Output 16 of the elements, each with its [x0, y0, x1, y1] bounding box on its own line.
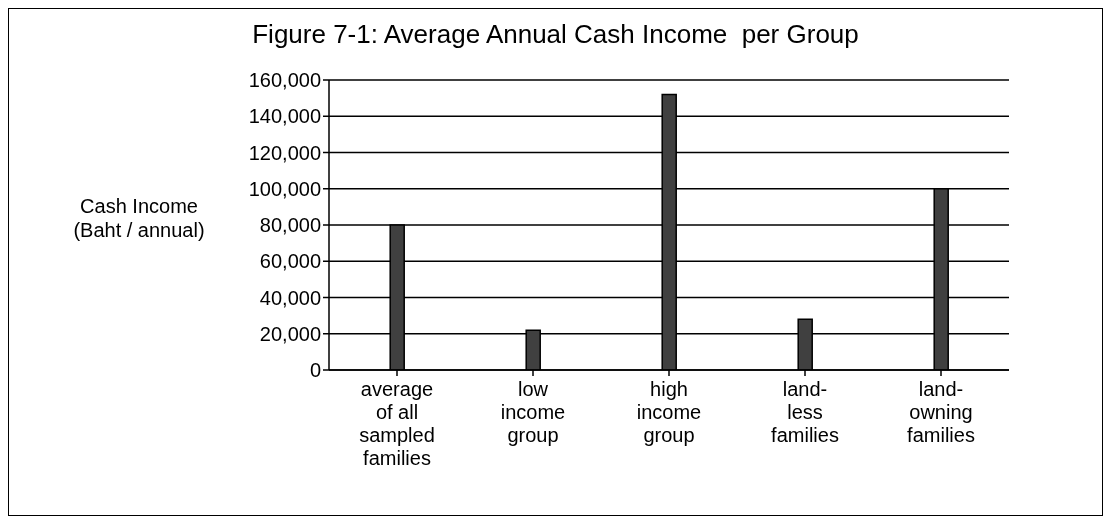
chart-title: Figure 7-1: Average Annual Cash Income per Group	[251, 19, 860, 50]
y-tick-label: 100,000	[248, 177, 321, 200]
y-tick-label: 160,000	[248, 69, 321, 92]
y-tick-label: 20,000	[259, 322, 321, 345]
y-tick-label: 80,000	[259, 214, 321, 237]
x-tick-label: land-owning families	[907, 378, 975, 446]
x-tick-label: low income group	[500, 378, 566, 446]
x-tick-label: land-less families	[771, 378, 839, 446]
y-tick-label: 0	[309, 359, 321, 382]
y-tick-label: 40,000	[259, 286, 321, 309]
y-tick-label: 140,000	[248, 105, 321, 128]
y-tick-label: 120,000	[248, 141, 321, 164]
y-axis-title: Cash Income (Baht / annual)	[73, 195, 205, 241]
x-tick-label: average of all sampled families	[359, 378, 435, 469]
y-tick-label: 60,000	[259, 250, 321, 273]
x-tick-label: high income group	[636, 378, 702, 446]
